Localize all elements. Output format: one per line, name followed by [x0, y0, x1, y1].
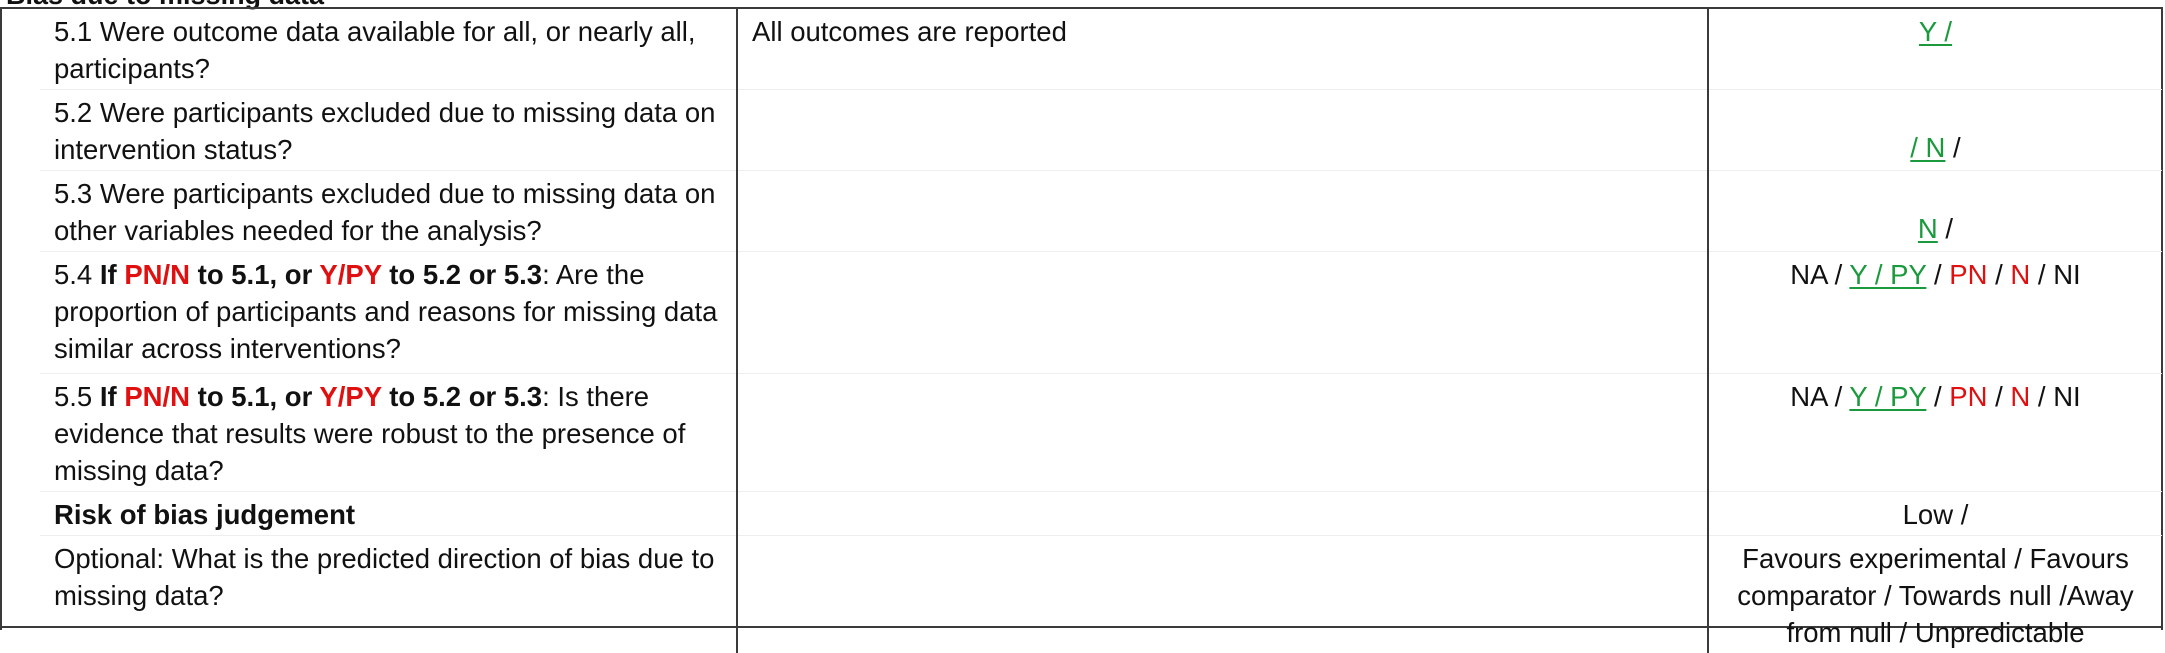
- comment-5-1[interactable]: All outcomes are reported: [737, 9, 1708, 90]
- response-5-1[interactable]: Y /: [1708, 9, 2162, 90]
- response-option-selected[interactable]: Y / PY: [1849, 381, 1926, 412]
- response-direction-of-bias[interactable]: Favours experimental / Favours comparato…: [1708, 536, 2162, 653]
- table-row: 5.3 Were participants excluded due to mi…: [0, 171, 2162, 252]
- question-5-2: 5.2 Were participants excluded due to mi…: [40, 90, 737, 171]
- response-separator: /: [1945, 132, 1960, 163]
- response-option[interactable]: PN: [1949, 259, 1987, 290]
- response-option-selected[interactable]: / N: [1910, 132, 1945, 163]
- question-5-5: 5.5 If PN/N to 5.1, or Y/PY to 5.2 or 5.…: [40, 374, 737, 492]
- comment-5-5[interactable]: [737, 374, 1708, 492]
- table-row: 5.1 Were outcome data available for all,…: [0, 9, 2162, 90]
- table-row: Optional: What is the predicted directio…: [0, 536, 2162, 653]
- response-5-4[interactable]: NA / Y / PY / PN / N / NI: [1708, 252, 2162, 374]
- comment-5-4[interactable]: [737, 252, 1708, 374]
- risk-of-bias-judgement-label: Risk of bias judgement: [40, 492, 737, 536]
- table-row: Risk of bias judgement Low /: [0, 492, 2162, 536]
- question-direction-of-bias: Optional: What is the predicted directio…: [40, 536, 737, 653]
- response-5-3[interactable]: N /: [1708, 171, 2162, 252]
- response-option[interactable]: N: [2010, 259, 2030, 290]
- comment-direction-of-bias[interactable]: [737, 536, 1708, 653]
- response-separator: /: [1938, 213, 1953, 244]
- question-5-1: 5.1 Were outcome data available for all,…: [40, 9, 737, 90]
- response-option[interactable]: PN: [1949, 381, 1987, 412]
- response-option[interactable]: N: [2010, 381, 2030, 412]
- response-5-5[interactable]: NA / Y / PY / PN / N / NI: [1708, 374, 2162, 492]
- response-risk-of-bias[interactable]: Low /: [1708, 492, 2162, 536]
- response-option-selected[interactable]: Y / PY: [1849, 259, 1926, 290]
- table-row: 5.4 If PN/N to 5.1, or Y/PY to 5.2 or 5.…: [0, 252, 2162, 374]
- signalling-questions-table: 5.1 Were outcome data available for all,…: [0, 9, 2162, 653]
- question-5-4: 5.4 If PN/N to 5.1, or Y/PY to 5.2 or 5.…: [40, 252, 737, 374]
- rob-form-section: Bias due to missing data 5.1 Were outcom…: [0, 0, 2165, 630]
- question-5-3: 5.3 Were participants excluded due to mi…: [40, 171, 737, 252]
- response-option-selected[interactable]: Y /: [1919, 16, 1952, 47]
- response-option-selected[interactable]: N: [1918, 213, 1938, 244]
- comment-5-2[interactable]: [737, 90, 1708, 171]
- response-5-2[interactable]: / N /: [1708, 90, 2162, 171]
- comment-risk-of-bias[interactable]: [737, 492, 1708, 536]
- table-row: 5.2 Were participants excluded due to mi…: [0, 90, 2162, 171]
- comment-5-3[interactable]: [737, 171, 1708, 252]
- table-row: 5.5 If PN/N to 5.1, or Y/PY to 5.2 or 5.…: [0, 374, 2162, 492]
